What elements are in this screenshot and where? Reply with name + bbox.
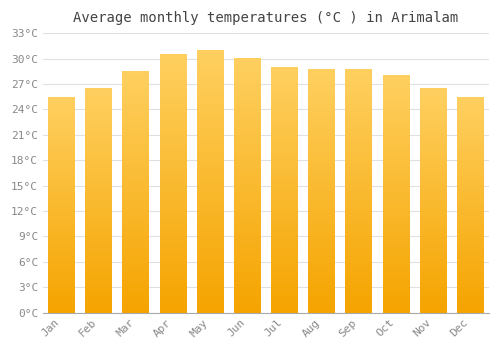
Title: Average monthly temperatures (°C ) in Arimalam: Average monthly temperatures (°C ) in Ar… [74,11,458,25]
